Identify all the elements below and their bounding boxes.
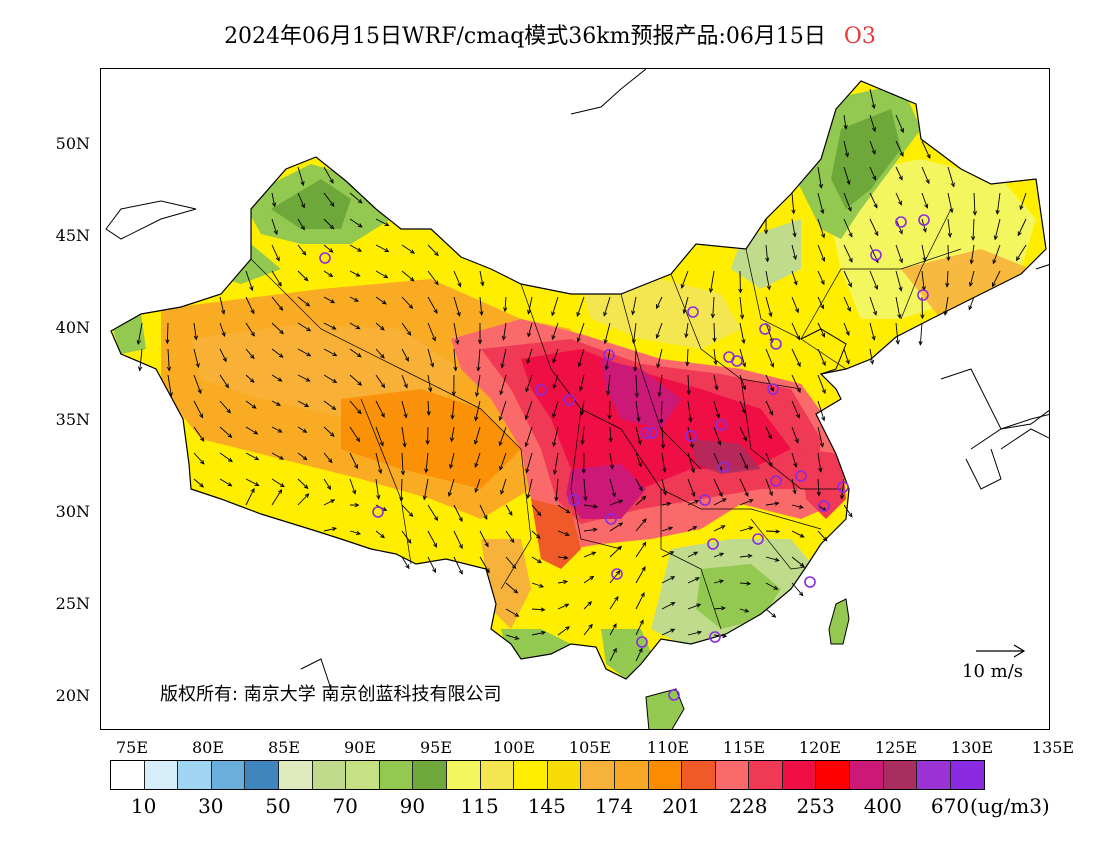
colorbar-cell [413,761,447,789]
colorbar-label: 30 [198,794,224,818]
ozone-forecast-map[interactable] [100,68,1050,730]
lon-label-85e: 85E [267,738,301,757]
lon-label-75e: 75E [115,738,149,757]
lat-label-45n: 45N [55,226,90,245]
copyright-text: 版权所有: 南京大学 南京创蓝科技有限公司 [160,684,502,705]
lon-label-105e: 105E [568,738,612,757]
colorbar-label: 70 [332,794,358,818]
wind-vectors [136,88,1027,662]
colorbar-cell [614,761,649,789]
colorbar-cell [917,761,951,789]
lat-label-40n: 40N [55,318,90,337]
lon-label-120e: 120E [798,738,842,757]
wind-reference-arrow [976,644,1026,658]
colorbar-label: 115 [460,794,499,818]
city-markers [319,214,930,701]
colorbar-label: 253 [796,794,835,818]
colorbar-cell [883,761,918,789]
colorbar-cell [480,761,515,789]
colorbar-cell [312,761,347,789]
colorbar-cell [111,761,145,789]
lat-label-25n: 25N [55,594,90,613]
colorbar-label: 174 [594,794,634,818]
lon-label-110e: 110E [646,738,690,757]
colorbar-label: 90 [399,794,426,818]
lat-label-35n: 35N [55,410,90,429]
colorbar-cell [211,761,246,789]
colorbar-cell [144,761,179,789]
neighbor-coastlines [105,69,1049,690]
lon-label-125e: 125E [874,738,918,757]
country-border [110,80,1047,680]
colorbar-cell [850,761,884,789]
lon-label-90e: 90E [343,738,377,757]
colorbar-cell [245,761,279,789]
colorbar-label: 400 [863,794,902,818]
colorbar-label: 10 [130,794,157,818]
colorbar-cell [816,761,851,789]
colorbar-cell [581,761,615,789]
colorbar-cell [749,761,783,789]
colorbar-label: 201 [662,794,701,818]
colorbar [110,760,986,790]
lat-label-30n: 30N [55,502,90,521]
lon-label-80e: 80E [191,738,225,757]
title-main: 2024年06月15日WRF/cmaq模式36km预报产品:06月15日 [224,24,826,49]
colorbar-cell [278,761,313,789]
colorbar-cell [950,761,985,789]
colorbar-label: 145 [527,794,566,818]
lon-label-130e: 130E [950,738,994,757]
colorbar-label: 50 [265,794,291,818]
title-pollutant: O3 [843,24,876,49]
lon-label-115e: 115E [722,738,766,757]
colorbar-cell [514,761,548,789]
lon-label-95e: 95E [419,738,453,757]
lon-label-135e: 135E [1031,738,1075,757]
colorbar-cell [379,761,414,789]
colorbar-cell [682,761,716,789]
wind-reference-label: 10 m/s [962,661,1023,682]
colorbar-cell [782,761,817,789]
chart-title: 2024年06月15日WRF/cmaq模式36km预报产品:06月15日 O3 [0,18,1100,50]
colorbar-cell [346,761,380,789]
colorbar-cell [178,761,212,789]
colorbar-cell [547,761,582,789]
map-canvas [101,69,1049,729]
colorbar-cell [648,761,683,789]
colorbar-label: 228 [729,794,768,818]
lon-label-100e: 100E [492,738,536,757]
colorbar-units: (ug/m3) [970,794,1050,818]
colorbar-cell [446,761,481,789]
colorbar-cell [715,761,750,789]
colorbar-label: 670 [930,794,970,818]
lat-label-50n: 50N [55,134,90,153]
lat-label-20n: 20N [55,686,90,705]
